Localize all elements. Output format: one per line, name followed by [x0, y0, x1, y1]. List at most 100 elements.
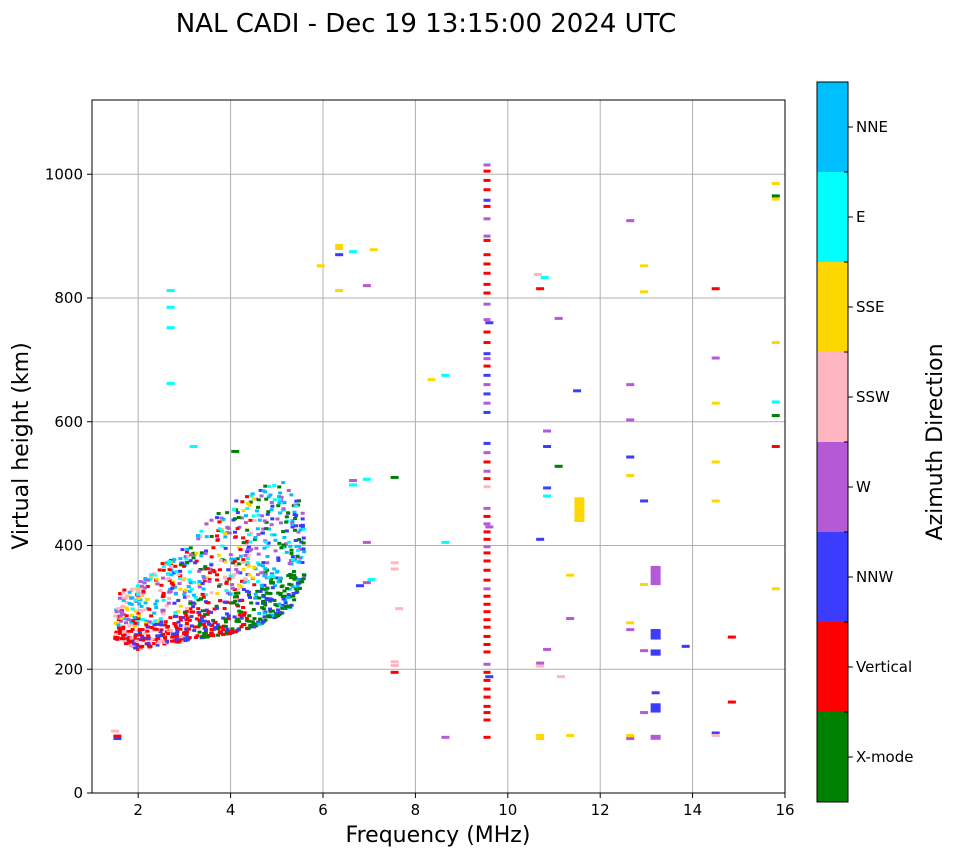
echo-point	[113, 734, 122, 738]
cluster-echo	[172, 557, 177, 561]
echo-point	[536, 661, 545, 665]
cluster-echo	[204, 549, 209, 553]
column-echo	[483, 302, 491, 306]
cluster-echo	[269, 508, 274, 512]
cluster-echo	[207, 580, 212, 584]
cluster-echo	[134, 639, 139, 643]
echo-point	[111, 729, 120, 733]
cluster-echo	[167, 559, 172, 563]
cluster-echo	[266, 510, 271, 514]
cluster-echo	[154, 627, 159, 631]
cluster-echo	[162, 638, 167, 642]
cluster-echo	[214, 604, 219, 608]
cluster-echo	[163, 623, 168, 627]
echo-point	[540, 276, 549, 280]
column-echo	[483, 678, 491, 682]
cluster-echo	[202, 579, 207, 583]
cluster-echo	[265, 544, 270, 548]
cluster-echo	[232, 559, 237, 563]
x-tick-label: 2	[133, 801, 143, 819]
cluster-echo	[238, 554, 243, 558]
column-echo	[483, 383, 491, 387]
cluster-echo	[278, 491, 283, 495]
cluster-echo	[251, 514, 256, 518]
x-tick-label: 14	[683, 801, 702, 819]
cluster-echo	[171, 560, 176, 564]
cluster-echo	[269, 500, 274, 504]
cluster-echo	[145, 578, 150, 582]
y-tick-label: 0	[73, 784, 83, 802]
cluster-echo	[226, 568, 231, 572]
cluster-echo	[218, 558, 223, 562]
cluster-echo	[277, 541, 282, 545]
cluster-echo	[249, 601, 254, 605]
cluster-echo	[275, 608, 280, 612]
cluster-echo	[235, 587, 240, 591]
cluster-echo	[200, 581, 205, 585]
cluster-echo	[155, 582, 160, 586]
cluster-echo	[206, 620, 211, 624]
cluster-echo	[117, 596, 122, 600]
cluster-echo	[118, 614, 123, 618]
cluster-echo	[245, 507, 250, 511]
cluster-echo	[126, 632, 131, 636]
cluster-echo	[150, 637, 155, 641]
cluster-echo	[262, 546, 267, 550]
chart-title: NAL CADI - Dec 19 13:15:00 2024 UTC	[176, 9, 676, 39]
column-echo	[483, 341, 491, 345]
echo-point	[362, 581, 371, 585]
cluster-echo	[264, 527, 269, 531]
cluster-echo	[285, 587, 290, 591]
cluster-echo	[276, 580, 281, 584]
y-tick-label: 800	[54, 289, 83, 307]
cluster-echo	[161, 591, 166, 595]
cluster-echo	[290, 519, 295, 523]
cluster-echo	[301, 536, 306, 540]
cluster-echo	[234, 619, 239, 623]
cluster-echo	[218, 583, 223, 587]
cluster-echo	[247, 573, 252, 577]
cluster-echo	[290, 525, 295, 529]
cluster-echo	[140, 644, 145, 648]
cluster-echo	[243, 514, 248, 518]
cluster-echo	[209, 610, 214, 614]
x-axis: 2 4 6 8 10 12 14 16	[133, 793, 795, 819]
echo-point	[771, 197, 780, 201]
colorbar-label-x-mode: X-mode	[856, 748, 913, 766]
cluster-echo	[119, 637, 124, 641]
cluster-echo	[245, 528, 250, 532]
cluster-echo	[165, 625, 170, 629]
cluster-echo	[113, 632, 118, 636]
cluster-echo	[255, 527, 260, 531]
cluster-echo	[224, 612, 229, 616]
cluster-echo	[265, 512, 270, 516]
cluster-echo	[185, 606, 190, 610]
cluster-echo	[268, 580, 273, 584]
cluster-echo	[122, 630, 127, 634]
cluster-echo	[259, 584, 264, 588]
cluster-echo	[240, 598, 245, 602]
cluster-echo	[124, 594, 129, 598]
cluster-echo	[121, 591, 126, 595]
cluster-echo	[134, 587, 139, 591]
echo-point	[771, 587, 780, 591]
cluster-echo	[166, 630, 171, 634]
cluster-echo	[240, 623, 245, 627]
cluster-echo	[182, 577, 187, 581]
cluster-echo	[252, 497, 257, 501]
cluster-echo	[127, 601, 132, 605]
cluster-echo	[294, 544, 299, 548]
echo-point	[626, 383, 635, 387]
cluster-echo	[211, 546, 216, 550]
cluster-echo	[297, 538, 302, 542]
cluster-echo	[252, 622, 257, 626]
cluster-echo	[245, 561, 250, 565]
cluster-echo	[154, 606, 159, 610]
echo-point	[166, 305, 175, 309]
cluster-echo	[135, 589, 140, 593]
cluster-echo	[184, 630, 189, 634]
cluster-echo	[161, 576, 166, 580]
cluster-echo	[151, 642, 156, 646]
cluster-echo	[227, 531, 232, 535]
cluster-echo	[136, 617, 141, 621]
